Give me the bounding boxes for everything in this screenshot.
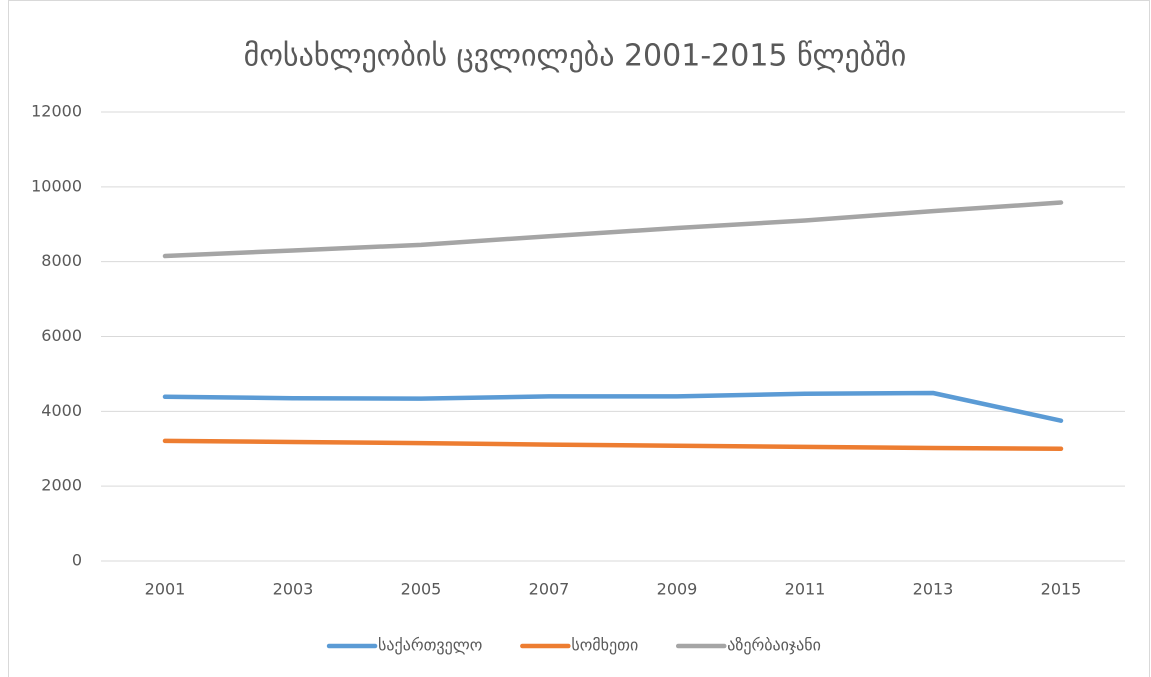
legend-label: სომხეთი (571, 636, 638, 655)
x-tick-label: 2003 (273, 580, 314, 599)
chart-border (8, 0, 1150, 677)
y-tick-label: 2000 (41, 476, 82, 495)
y-tick-label: 10000 (31, 176, 82, 195)
y-tick-label: 6000 (41, 326, 82, 345)
y-tick-label: 4000 (41, 401, 82, 420)
x-tick-label: 2013 (913, 580, 954, 599)
series-line (162, 438, 1064, 451)
series-line (162, 200, 1064, 259)
legend-label: აზერბაიჯანი (727, 636, 821, 655)
x-tick-label: 2005 (401, 580, 442, 599)
x-tick-label: 2001 (145, 580, 186, 599)
series-line (162, 390, 1064, 423)
x-tick-label: 2007 (529, 580, 570, 599)
y-tick-label: 12000 (31, 102, 82, 121)
y-tick-label: 8000 (41, 251, 82, 270)
y-tick-label: 0 (72, 551, 82, 570)
legend-label: საქართველო (378, 636, 482, 655)
chart-title: მოსახლეობის ცვლილება 2001-2015 წლებში (244, 39, 907, 74)
x-tick-label: 2015 (1041, 580, 1082, 599)
x-tick-label: 2011 (785, 580, 826, 599)
x-tick-label: 2009 (657, 580, 698, 599)
